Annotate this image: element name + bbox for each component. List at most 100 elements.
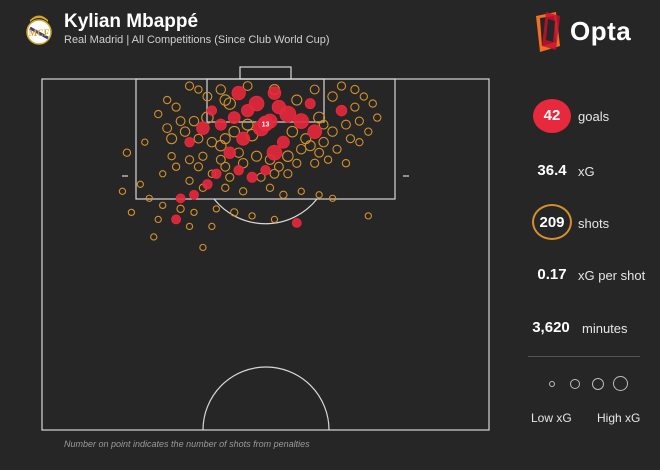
shot-goal-point	[267, 86, 282, 100]
shot-point	[304, 140, 316, 152]
stats-divider	[528, 356, 640, 357]
goal	[239, 66, 292, 80]
shot-point	[184, 155, 195, 165]
shots-value: 209	[539, 214, 565, 231]
shot-point	[127, 208, 136, 217]
shot-point	[323, 155, 333, 164]
shot-goal-point	[304, 98, 316, 110]
opta-logo-icon	[536, 12, 560, 52]
shot-point	[292, 158, 302, 168]
shot-point	[230, 208, 239, 217]
shot-point	[238, 187, 248, 196]
shots-layer	[118, 81, 382, 252]
shot-point	[265, 183, 275, 192]
shot-point	[364, 212, 372, 220]
shot-point	[373, 113, 382, 122]
shot-point	[159, 201, 167, 210]
xg-per-shot-label: xG per shot	[578, 268, 646, 283]
shot-point	[242, 81, 253, 91]
minutes-value: 3,620	[532, 319, 570, 336]
shot-point	[215, 154, 226, 165]
shot-point	[283, 169, 293, 179]
shot-point	[336, 81, 347, 91]
shot-goal-point	[335, 104, 348, 117]
shot-goal-point	[202, 179, 213, 190]
shot-point	[282, 150, 294, 163]
legend-circle-xs	[549, 381, 555, 387]
shot-point	[145, 194, 153, 202]
shot-point	[141, 138, 149, 146]
shot-goal-point	[171, 214, 182, 225]
shot-goal-point	[223, 146, 236, 159]
svg-text:MCF: MCF	[29, 28, 50, 38]
shot-point	[286, 125, 299, 138]
shot-point	[248, 212, 256, 220]
shot-goal-point	[307, 124, 323, 139]
legend-low-label: Low xG	[531, 411, 572, 425]
shot-point	[221, 183, 230, 192]
shot-point	[208, 222, 216, 231]
shot-point	[310, 158, 320, 168]
shot-goal-point	[233, 165, 244, 176]
shots-badge	[532, 204, 572, 240]
shot-goal-point	[241, 103, 255, 118]
shot-point	[185, 222, 194, 231]
shots-label: shots	[578, 216, 610, 231]
shot-point	[368, 99, 377, 108]
shot-goal-point	[236, 131, 251, 146]
shot-goal-point	[276, 135, 290, 149]
xg-label: xG	[578, 164, 595, 179]
shot-point	[309, 84, 320, 95]
shot-point	[190, 208, 198, 217]
shot-point	[269, 168, 280, 179]
legend-circle-lg	[613, 376, 628, 391]
shot-point	[122, 148, 132, 157]
shot-point	[202, 91, 213, 102]
shot-goal-point	[227, 111, 241, 125]
shot-point	[179, 126, 191, 137]
shot-point	[220, 161, 231, 172]
shot-point	[270, 215, 279, 224]
shot-goal-point	[196, 121, 210, 135]
minutes-label: minutes	[582, 321, 628, 336]
legend-circle-md	[592, 378, 604, 390]
shot-point	[199, 243, 207, 252]
shot-point	[194, 85, 203, 94]
shot-point	[118, 187, 127, 195]
penalty-layer: 13	[257, 115, 274, 132]
shot-point	[219, 94, 232, 106]
penalty-arc	[213, 198, 318, 225]
shot-point	[241, 118, 254, 131]
shot-goal-point	[260, 165, 271, 176]
shot-point	[184, 81, 195, 91]
shot-point	[150, 233, 158, 241]
legend-high-label: High xG	[597, 411, 641, 425]
shot-point	[215, 139, 227, 152]
page-title: Kylian Mbappé	[64, 11, 199, 32]
shot-point	[354, 116, 364, 126]
page-subtitle: Real Madrid | All Competitions (Since Cl…	[64, 34, 330, 46]
shot-point	[166, 133, 178, 145]
shot-goal-point	[184, 136, 195, 148]
shot-goal-point	[291, 218, 302, 228]
goals-value: 42	[543, 107, 561, 124]
shot-point	[228, 125, 240, 138]
shot-point	[318, 119, 329, 130]
shot-point	[185, 176, 194, 185]
shot-point	[273, 161, 284, 172]
shot-point	[162, 95, 172, 105]
xg-value: 36.4	[537, 162, 567, 179]
shot-point	[193, 133, 204, 144]
legend-circle-sm	[570, 379, 580, 389]
penalty-count-label: 13	[262, 122, 270, 129]
brand-name: Opta	[570, 16, 632, 46]
shot-point	[251, 150, 263, 162]
shot-point	[162, 123, 173, 134]
shot-point	[154, 215, 162, 224]
shot-point	[359, 92, 369, 101]
shot-point	[223, 97, 236, 110]
penalty-box	[135, 78, 396, 200]
shot-point	[136, 180, 144, 188]
real-madrid-crest-icon: MCF	[26, 15, 52, 45]
